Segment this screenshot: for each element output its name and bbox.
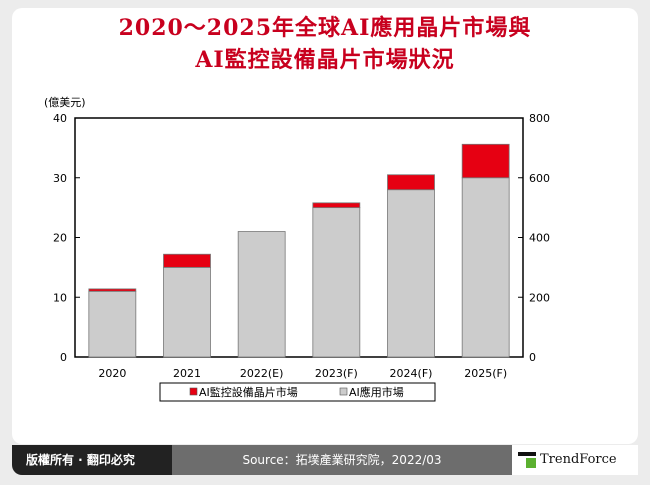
bar-segment [88, 290, 137, 358]
legend-label: AI應用市場 [349, 385, 404, 399]
trendforce-logo: TrendForce [512, 445, 638, 475]
legend-swatch [339, 387, 348, 396]
x-tick-label: 2020 [98, 367, 126, 380]
bar-segment [461, 143, 510, 179]
bar-segment [387, 174, 435, 191]
y-axis-unit-label: (億美元) [44, 96, 86, 109]
legend-label: AI監控設備晶片市場 [199, 385, 298, 399]
y2-tick-label: 800 [529, 112, 550, 125]
legend-swatch [189, 387, 198, 396]
bar-segment [163, 253, 211, 268]
trendforce-logo-icon [518, 452, 536, 468]
y2-tick-label: 0 [529, 351, 536, 364]
x-tick-label: 2024(F) [390, 367, 433, 380]
x-tick-label: 2023(F) [315, 367, 358, 380]
source-note: Source：拓墣產業研究院，2022/03 [172, 445, 512, 475]
y-tick-label: 20 [53, 232, 67, 245]
bar-segment [88, 288, 137, 292]
y2-tick-label: 400 [529, 232, 550, 245]
bar-segment [461, 177, 510, 358]
x-tick-label: 2021 [173, 367, 201, 380]
plot-frame [74, 117, 524, 358]
x-tick-label: 2025(F) [464, 367, 507, 380]
x-tick-label: 2022(E) [240, 367, 284, 380]
chart-title-line2: AI監控設備晶片市場狀況 [195, 47, 455, 73]
brand-name: TrendForce [540, 452, 617, 467]
bar-segment [163, 266, 211, 358]
y-tick-label: 0 [60, 351, 67, 364]
bar-segment [237, 231, 286, 358]
y2-tick-label: 200 [529, 291, 550, 304]
bar-segment [387, 189, 435, 358]
y-tick-label: 30 [53, 172, 67, 185]
bar-segment [312, 207, 361, 358]
bar-segment [312, 202, 361, 209]
y-tick-label: 10 [53, 291, 67, 304]
chart-title-line1: 2020～2025年全球AI應用晶片市場與 [118, 15, 532, 41]
y2-tick-label: 600 [529, 172, 550, 185]
legend-box [159, 382, 436, 402]
copyright-notice: 版權所有 · 翻印必究 [12, 445, 172, 475]
y-tick-label: 40 [53, 112, 67, 125]
